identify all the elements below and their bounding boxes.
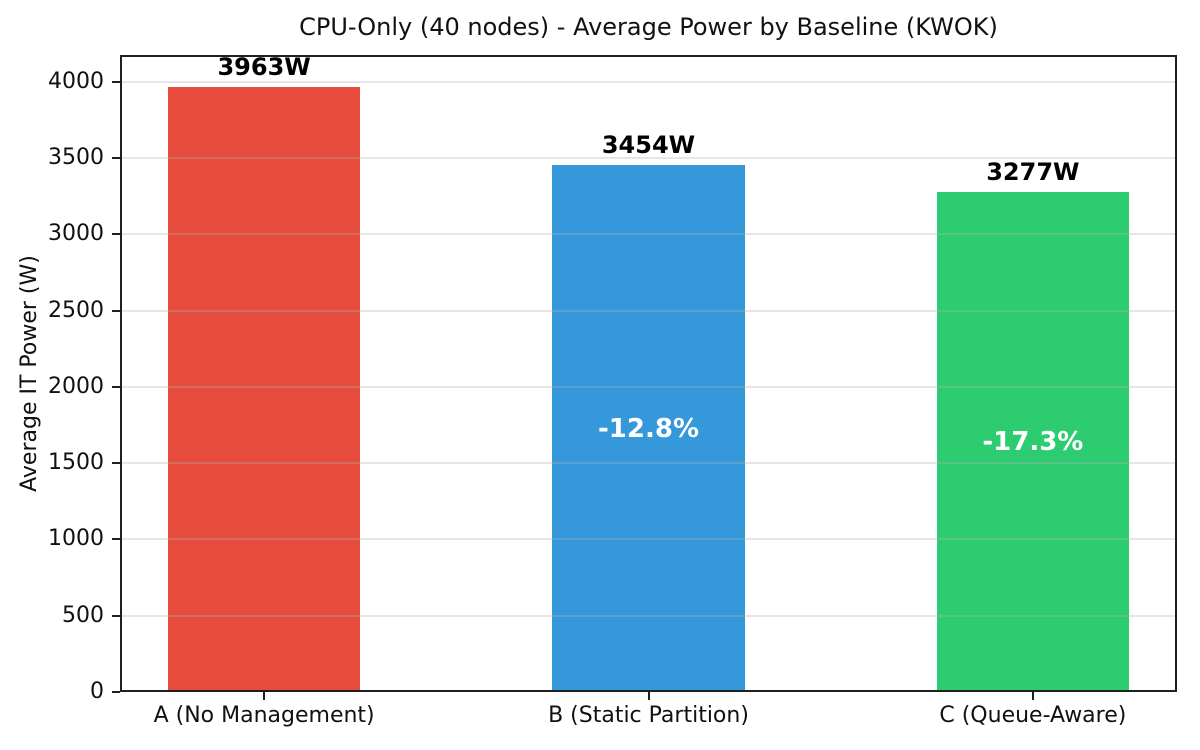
bar-value-label: 3963W xyxy=(217,53,311,82)
gridline xyxy=(120,462,1177,465)
plot-area: 3963W 3454W -12.8% 3277W -17.3% xyxy=(120,55,1177,692)
x-tick-label: A (No Management) xyxy=(153,703,375,728)
bar-inside-label: -12.8% xyxy=(598,413,699,444)
y-tick-label: 0 xyxy=(90,679,104,704)
y-tick-label: 3500 xyxy=(48,144,104,170)
y-tick-mark xyxy=(112,538,120,541)
x-tick-label: C (Queue-Aware) xyxy=(939,703,1127,728)
x-tick-label: B (Static Partition) xyxy=(548,703,749,728)
gridline xyxy=(120,309,1177,312)
x-tick-mark xyxy=(1031,692,1034,700)
gridline xyxy=(120,80,1177,83)
y-tick-label: 4000 xyxy=(48,68,104,94)
y-tick-mark xyxy=(112,233,120,236)
y-tick-mark xyxy=(112,462,120,465)
gridline xyxy=(120,538,1177,541)
bar-value-label: 3277W xyxy=(986,158,1080,187)
gridline xyxy=(120,233,1177,236)
y-tick-mark xyxy=(112,614,120,617)
bar-a-no-management xyxy=(168,87,361,692)
y-tick-mark xyxy=(112,385,120,388)
x-tick-mark xyxy=(263,692,266,700)
y-tick-label: 2500 xyxy=(48,297,104,323)
bar-c-queue-aware xyxy=(936,192,1129,692)
bar-value-label: 3454W xyxy=(601,131,696,160)
y-tick-label: 1500 xyxy=(48,450,104,476)
bar-b-static-partition xyxy=(552,165,745,692)
y-tick-label: 2000 xyxy=(48,373,104,399)
chart-title: CPU-Only (40 nodes) - Average Power by B… xyxy=(299,13,998,41)
y-tick-mark xyxy=(112,691,120,693)
gridline xyxy=(120,157,1177,159)
gridline xyxy=(120,614,1177,617)
bar-inside-label: -17.3% xyxy=(982,427,1084,458)
x-tick-mark xyxy=(647,692,650,700)
y-tick-mark xyxy=(112,80,120,83)
y-tick-mark xyxy=(112,156,120,159)
y-tick-label: 500 xyxy=(62,602,104,628)
y-tick-label: 1000 xyxy=(48,526,104,552)
y-tick-mark xyxy=(112,309,120,312)
gridline xyxy=(120,385,1177,388)
y-tick-label: 3000 xyxy=(48,221,104,247)
